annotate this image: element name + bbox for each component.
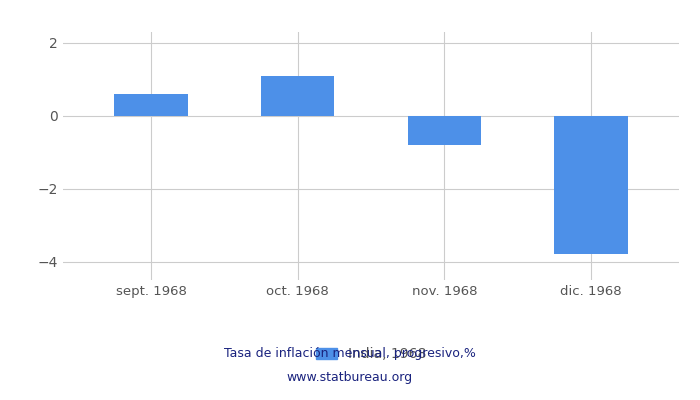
Text: www.statbureau.org: www.statbureau.org <box>287 372 413 384</box>
Text: Tasa de inflación mensual, progresivo,%: Tasa de inflación mensual, progresivo,% <box>224 348 476 360</box>
Bar <box>261 76 335 116</box>
Legend: India, 1968: India, 1968 <box>310 342 432 367</box>
Bar <box>407 116 481 145</box>
Bar <box>114 94 188 116</box>
Bar <box>554 116 628 254</box>
